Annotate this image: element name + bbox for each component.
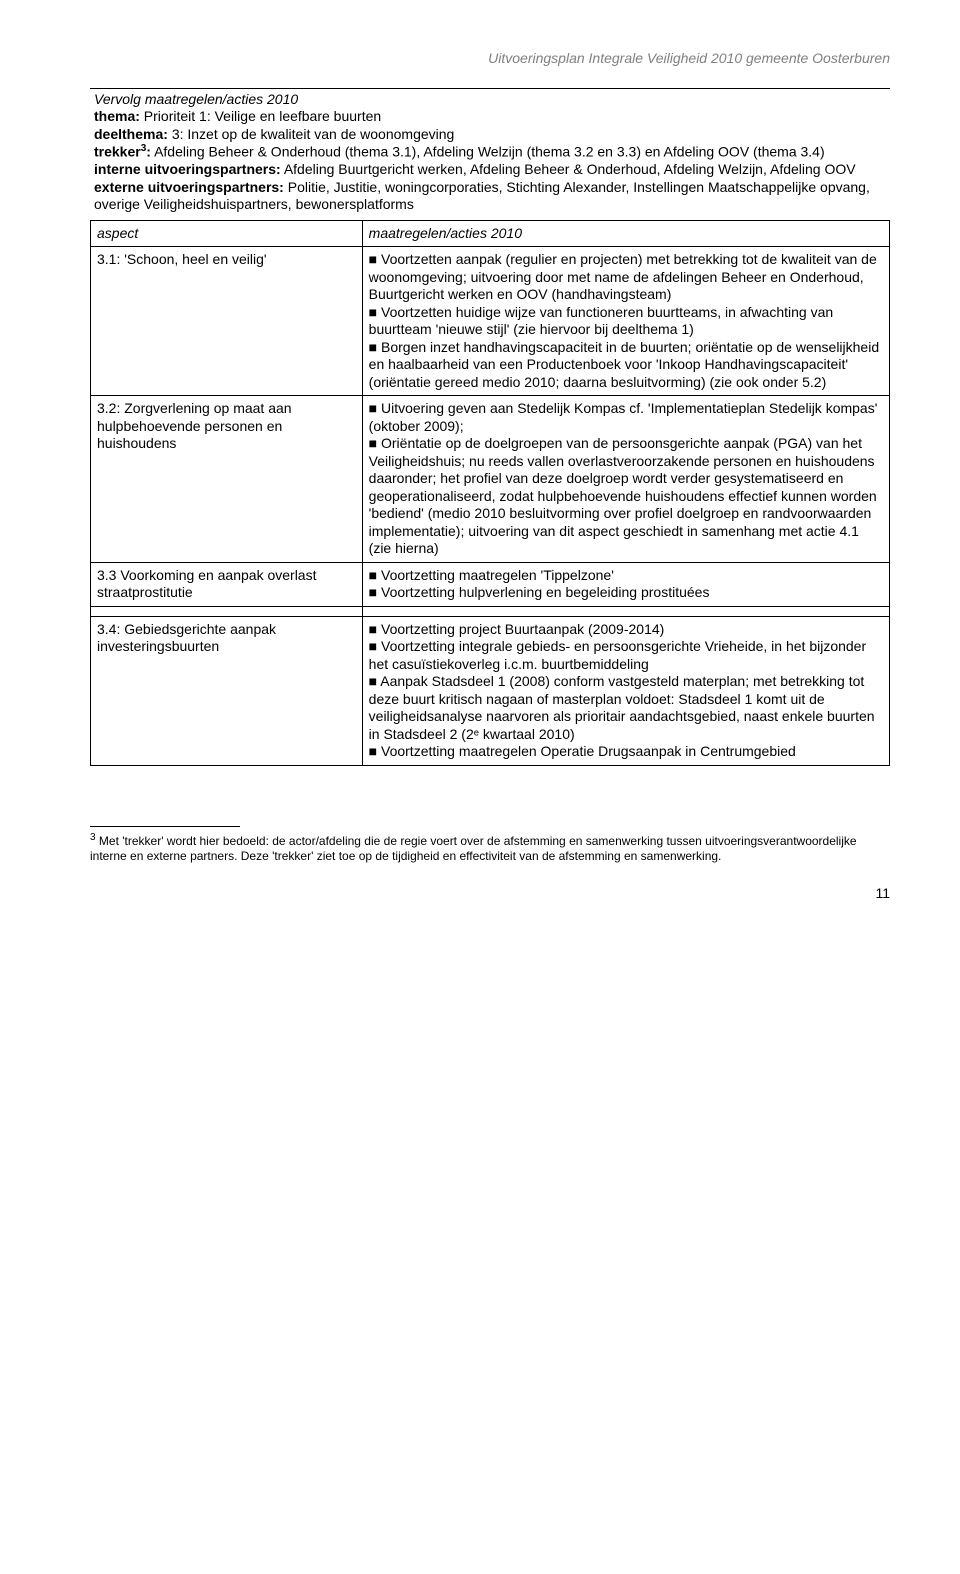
actions-table: aspect maatregelen/acties 2010 3.1: 'Sch… — [90, 220, 890, 766]
externe-line: externe uitvoeringspartners: Politie, Ju… — [94, 179, 886, 214]
actions-cell: ■ Voortzetting project Buurtaanpak (2009… — [362, 616, 889, 765]
document-header: Uitvoeringsplan Integrale Veiligheid 201… — [90, 50, 890, 68]
trekker-colon: : — [146, 144, 151, 160]
actions-cell: ■ Voortzetting maatregelen 'Tippelzone'■… — [362, 562, 889, 606]
page: Uitvoeringsplan Integrale Veiligheid 201… — [0, 0, 960, 942]
aspect-cell: 3.3 Voorkoming en aanpak overlast straat… — [91, 562, 363, 606]
thema-value: Prioriteit 1: Veilige en leefbare buurte… — [144, 108, 381, 124]
aspect-cell: 3.4: Gebiedsgerichte aanpak investerings… — [91, 616, 363, 765]
deelthema-value: 3: Inzet op de kwaliteit van de woonomge… — [172, 126, 455, 142]
interne-line: interne uitvoeringspartners: Afdeling Bu… — [94, 161, 886, 179]
footnote-text: 3 Met 'trekker' wordt hier bedoeld: de a… — [90, 831, 890, 865]
table-row: 3.4: Gebiedsgerichte aanpak investerings… — [91, 616, 890, 765]
actions-cell: ■ Voortzetten aanpak (regulier en projec… — [362, 247, 889, 396]
intro-block: Vervolg maatregelen/acties 2010 thema: P… — [90, 88, 890, 221]
deelthema-label: deelthema: — [94, 126, 168, 142]
deelthema-line: deelthema: 3: Inzet op de kwaliteit van … — [94, 126, 886, 144]
footnote-rule — [90, 826, 240, 827]
interne-value: Afdeling Buurtgericht werken, Afdeling B… — [284, 161, 856, 177]
footnote-body: Met 'trekker' wordt hier bedoeld: de act… — [90, 834, 857, 864]
table-row: 3.1: 'Schoon, heel en veilig' ■ Voortzet… — [91, 247, 890, 396]
trekker-label: trekker — [94, 144, 141, 160]
table-gap-row — [91, 606, 890, 616]
actions-cell: ■ Uitvoering geven aan Stedelijk Kompas … — [362, 396, 889, 563]
trekker-value: Afdeling Beheer & Onderhoud (thema 3.1),… — [154, 144, 825, 160]
aspect-cell: 3.1: 'Schoon, heel en veilig' — [91, 247, 363, 396]
continue-line: Vervolg maatregelen/acties 2010 — [94, 91, 886, 109]
table-header-row: aspect maatregelen/acties 2010 — [91, 220, 890, 247]
header-actions: maatregelen/acties 2010 — [362, 220, 889, 247]
interne-label: interne uitvoeringspartners: — [94, 161, 281, 177]
externe-label: externe uitvoeringspartners: — [94, 179, 284, 195]
aspect-cell: 3.2: Zorgverlening op maat aan hulpbehoe… — [91, 396, 363, 563]
page-number: 11 — [90, 885, 890, 903]
footnote-num: 3 — [90, 832, 96, 843]
thema-line: thema: Prioriteit 1: Veilige en leefbare… — [94, 108, 886, 126]
trekker-line: trekker3: Afdeling Beheer & Onderhoud (t… — [94, 143, 886, 161]
thema-label: thema: — [94, 108, 140, 124]
table-row: 3.3 Voorkoming en aanpak overlast straat… — [91, 562, 890, 606]
header-aspect: aspect — [91, 220, 363, 247]
table-row: 3.2: Zorgverlening op maat aan hulpbehoe… — [91, 396, 890, 563]
